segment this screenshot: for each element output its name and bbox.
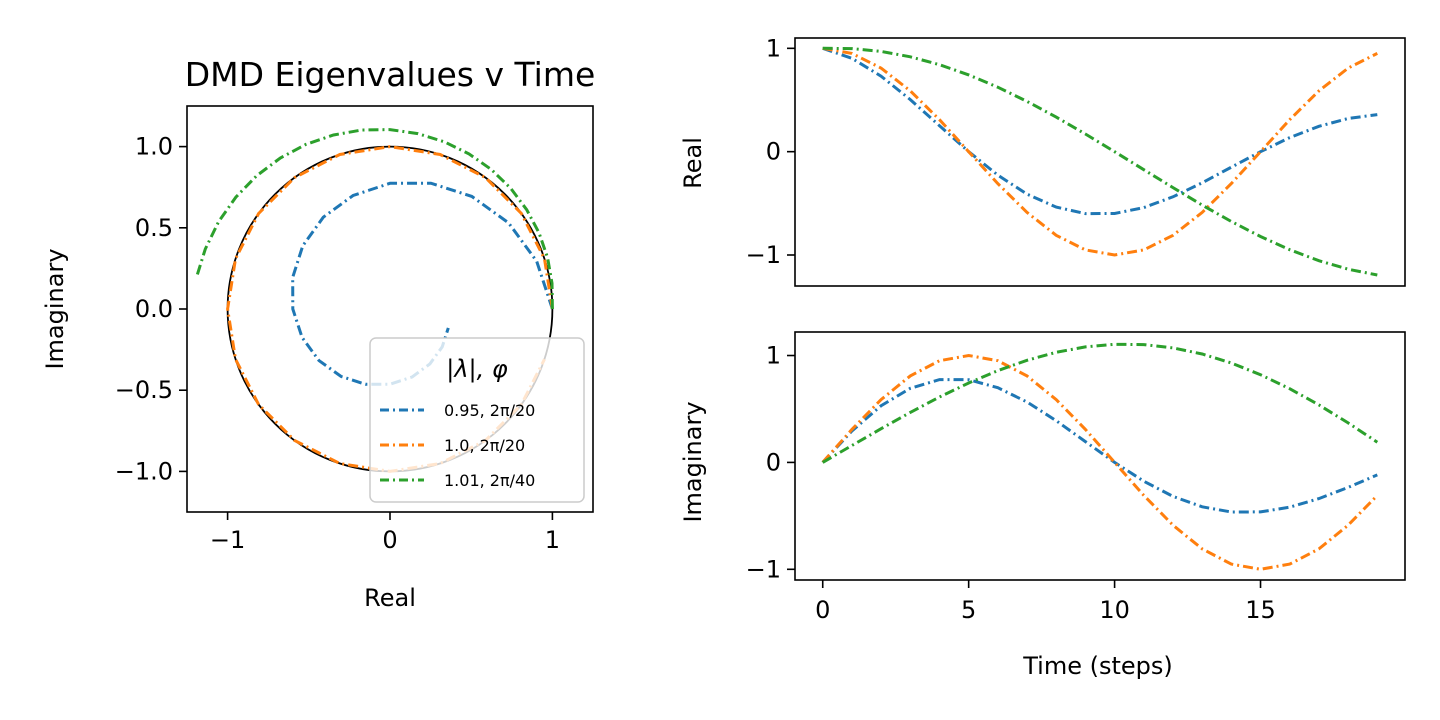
- imaginary-series-1-line: [821, 378, 1378, 514]
- eigenvalue-y-ticks: −1.0 −0.5 0.0 0.5 1.0: [115, 133, 187, 485]
- eigenvalue-y-tick-label-1: −0.5: [115, 376, 173, 404]
- imaginary-y-tick-label-2: 1: [766, 342, 781, 370]
- imaginary-y-axis-label: Imaginary: [679, 401, 707, 522]
- legend-box: [369, 337, 585, 503]
- imaginary-series-2-line: [821, 353, 1379, 571]
- imaginary-x-tick-label-3: 15: [1245, 596, 1276, 624]
- eigenvalue-x-tick-label-0: −1: [210, 526, 245, 554]
- imaginary-plot-area: [821, 342, 1379, 571]
- real-series-3-line: [822, 46, 1378, 277]
- legend-title: |λ|, φ: [446, 355, 508, 383]
- imaginary-x-tick-label-1: 5: [961, 596, 976, 624]
- real-y-tick-label-2: 1: [766, 34, 781, 62]
- legend-entry-series-3: 1.01, 2π/40: [444, 471, 535, 490]
- imaginary-y-tick-label-1: 0: [766, 448, 781, 476]
- eigenvalue-series-1-line: [291, 181, 554, 386]
- real-plot-area: [822, 46, 1378, 277]
- imaginary-x-ticks: 0 5 10 15: [815, 580, 1276, 624]
- real-axes-frame: [794, 37, 1406, 287]
- eigenvalue-y-tick-label-2: 0.0: [135, 295, 173, 323]
- legend-entry-series-2: 1.0, 2π/20: [444, 436, 525, 455]
- eigenvalue-y-axis-label: Imaginary: [41, 248, 69, 369]
- imaginary-x-tick-label-2: 10: [1099, 596, 1130, 624]
- eigenvalue-series-3-line: [194, 128, 554, 310]
- imaginary-x-tick-label-0: 0: [815, 596, 830, 624]
- legend-entry-series-1: 0.95, 2π/20: [444, 401, 535, 420]
- imaginary-series-3-line: [821, 342, 1379, 464]
- eigenvalue-y-tick-label-4: 1.0: [135, 133, 173, 161]
- real-series-2-line: [822, 46, 1378, 257]
- eigenvalue-y-tick-label-3: 0.5: [135, 214, 173, 242]
- imaginary-y-tick-label-0: −1: [746, 555, 781, 583]
- eigenvalue-panel: DMD Eigenvalues v Time −1 0 1 −1.0 −0.5 0.0 0…: [41, 55, 595, 612]
- eigenvalue-y-tick-label-0: −1.0: [115, 457, 173, 485]
- eigenvalue-x-tick-label-1: 0: [382, 526, 397, 554]
- eigenvalue-x-axis-label: Real: [364, 584, 416, 612]
- real-y-axis-label: Real: [679, 137, 707, 189]
- imaginary-y-ticks: −1 0 1: [746, 342, 795, 583]
- legend: |λ|, φ 0.95, 2π/20 1.0, 2π/20 1.01, 2π/4…: [369, 337, 585, 503]
- real-vs-time-panel: −1 0 1 Real: [679, 34, 1406, 287]
- time-x-axis-label: Time (steps): [1022, 652, 1173, 680]
- imaginary-axes-frame: [794, 331, 1406, 581]
- real-y-tick-label-0: −1: [746, 241, 781, 269]
- real-y-tick-label-1: 0: [766, 138, 781, 166]
- eigenvalue-x-ticks: −1 0 1: [210, 512, 560, 554]
- eigenvalue-x-tick-label-2: 1: [545, 526, 560, 554]
- chart-title: DMD Eigenvalues v Time: [185, 55, 596, 94]
- imaginary-vs-time-panel: 0 5 10 15 −1 0 1 Time (steps) Imaginary: [679, 331, 1406, 680]
- real-series-1-line: [822, 46, 1378, 216]
- real-y-ticks: −1 0 1: [746, 34, 795, 269]
